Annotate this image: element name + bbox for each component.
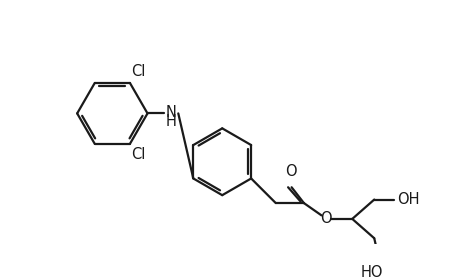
Text: OH: OH xyxy=(397,192,419,207)
Text: Cl: Cl xyxy=(130,65,145,79)
Text: H: H xyxy=(166,114,176,129)
Text: HO: HO xyxy=(359,265,382,277)
Text: O: O xyxy=(319,211,331,226)
Text: Cl: Cl xyxy=(130,147,145,162)
Text: N: N xyxy=(166,105,176,120)
Text: O: O xyxy=(284,164,296,179)
